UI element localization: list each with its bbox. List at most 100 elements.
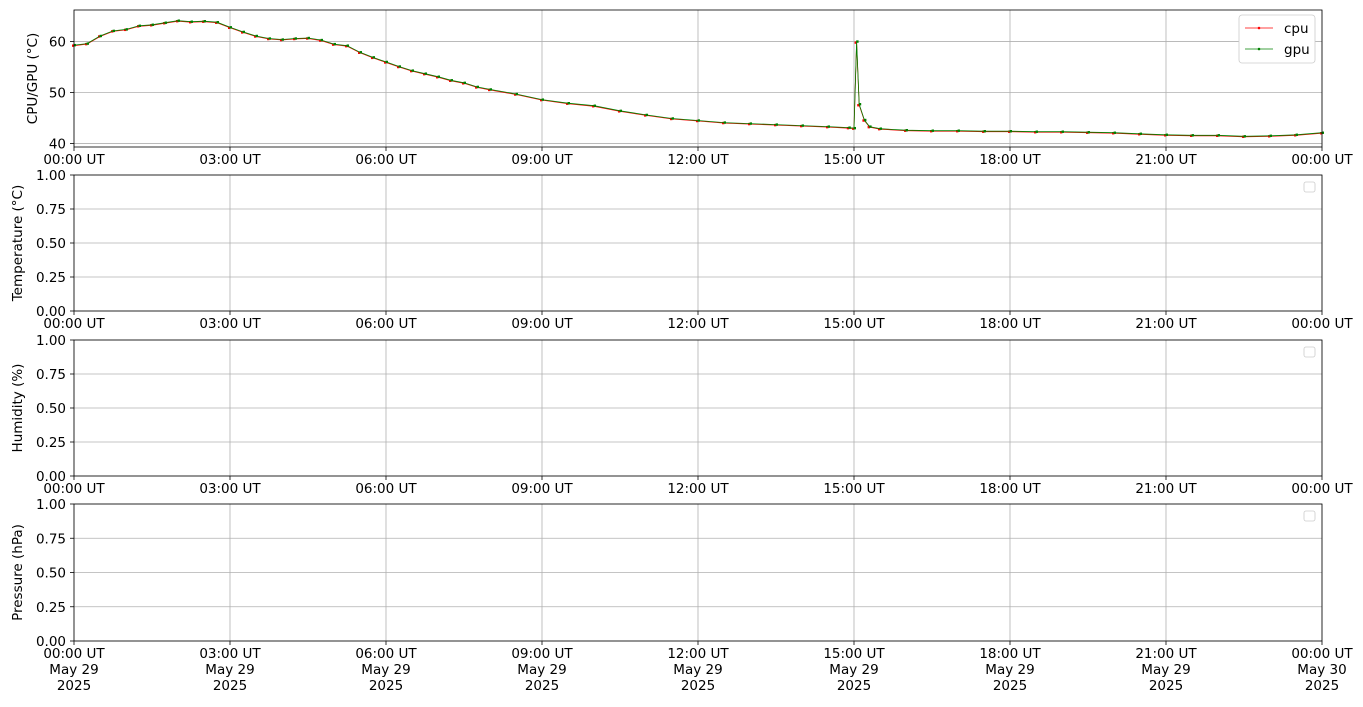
data-point-gpu bbox=[463, 81, 466, 85]
y-tick-label: 1.00 bbox=[36, 497, 66, 513]
data-point-gpu bbox=[957, 129, 960, 132]
panel-3: 00:00 UT 03:00 UT 06:00 UT 09:00 UT 12:00 UT… bbox=[10, 333, 1353, 497]
data-point-gpu bbox=[281, 38, 284, 41]
x-tick-label: 18:00 UT bbox=[979, 646, 1041, 662]
data-point-cpu bbox=[670, 117, 673, 121]
y-tick-label: 0.00 bbox=[36, 469, 66, 485]
x-tick-label: May 30 bbox=[1297, 662, 1346, 678]
data-point-cpu bbox=[475, 86, 478, 89]
data-point-gpu bbox=[99, 34, 102, 38]
data-point-cpu bbox=[371, 56, 374, 60]
data-point-cpu bbox=[592, 105, 595, 108]
data-point-gpu bbox=[411, 69, 414, 72]
y-tick-label: 1.00 bbox=[36, 333, 66, 349]
x-tick-label: 2025 bbox=[213, 678, 247, 694]
data-point-cpu bbox=[462, 82, 465, 85]
data-point-cpu bbox=[488, 88, 491, 92]
x-tick-label: 12:00 UT bbox=[667, 316, 729, 332]
data-point-gpu bbox=[1191, 134, 1194, 137]
x-tick-label: 2025 bbox=[369, 678, 403, 694]
data-point-cpu bbox=[774, 123, 777, 127]
y-axis-label: Pressure (hPa) bbox=[10, 524, 26, 621]
data-point-cpu bbox=[1242, 135, 1245, 139]
x-tick-label: 09:00 UT bbox=[511, 316, 573, 332]
data-point-gpu bbox=[203, 20, 206, 23]
data-point-gpu bbox=[164, 21, 167, 24]
plot-frame bbox=[73, 339, 1323, 477]
x-tick-label: 21:00 UT bbox=[1135, 152, 1197, 168]
data-point-cpu bbox=[410, 69, 413, 73]
data-point-gpu bbox=[1139, 132, 1142, 135]
x-tick-label: May 29 bbox=[673, 662, 722, 678]
y-tick-label: 0.50 bbox=[36, 401, 66, 417]
x-tick-label: May 29 bbox=[829, 662, 878, 678]
data-point-gpu bbox=[476, 85, 479, 89]
x-tick-label: May 29 bbox=[205, 662, 254, 678]
data-point-gpu bbox=[177, 19, 180, 22]
y-tick-label: 0.75 bbox=[36, 531, 66, 547]
x-tick-label: 2025 bbox=[993, 678, 1027, 694]
x-tick-label: 03:00 UT bbox=[199, 481, 261, 497]
x-tick-label: May 29 bbox=[1141, 662, 1190, 678]
data-point-gpu bbox=[697, 119, 700, 122]
data-point-cpu bbox=[867, 125, 870, 129]
data-point-cpu bbox=[397, 65, 400, 69]
y-tick-label: 0.50 bbox=[36, 566, 66, 582]
data-point-cpu bbox=[1138, 133, 1141, 136]
data-point-gpu bbox=[567, 102, 570, 105]
data-point-gpu bbox=[864, 118, 867, 122]
data-point-gpu bbox=[1035, 130, 1038, 133]
data-point-gpu bbox=[619, 109, 622, 113]
y-tick-label: 0.75 bbox=[36, 202, 66, 218]
x-tick-label: 06:00 UT bbox=[355, 646, 417, 662]
data-point-cpu bbox=[345, 44, 348, 48]
legend-label-gpu: gpu bbox=[1284, 42, 1310, 58]
data-point-gpu bbox=[86, 42, 89, 45]
data-point-gpu bbox=[749, 122, 752, 125]
x-tick-label: 06:00 UT bbox=[355, 316, 417, 332]
data-point-gpu bbox=[1295, 133, 1298, 136]
data-point-cpu bbox=[358, 51, 361, 54]
x-tick-label: 15:00 UT bbox=[823, 152, 885, 168]
data-point-cpu bbox=[854, 41, 857, 44]
data-point-cpu bbox=[862, 119, 865, 122]
data-point-cpu bbox=[846, 126, 850, 130]
plot-frame bbox=[73, 9, 1323, 148]
data-point-gpu bbox=[905, 128, 908, 132]
data-point-gpu bbox=[151, 23, 154, 26]
x-tick-label: May 29 bbox=[985, 662, 1034, 678]
x-tick-label: 21:00 UT bbox=[1135, 481, 1197, 497]
data-point-gpu bbox=[268, 37, 271, 40]
data-point-cpu bbox=[930, 130, 933, 133]
data-point-gpu bbox=[73, 43, 76, 47]
data-point-cpu bbox=[1034, 131, 1037, 134]
data-point-cpu bbox=[857, 104, 860, 107]
data-point-cpu bbox=[267, 37, 270, 41]
data-point-cpu bbox=[1216, 134, 1219, 137]
x-tick-label: 03:00 UT bbox=[199, 152, 261, 168]
data-point-cpu bbox=[423, 72, 426, 76]
x-tick-label: 18:00 UT bbox=[979, 481, 1041, 497]
x-tick-label: 18:00 UT bbox=[979, 316, 1041, 332]
data-point-gpu bbox=[515, 92, 518, 96]
legend-label-cpu: cpu bbox=[1284, 21, 1309, 37]
legend-box bbox=[1238, 14, 1316, 64]
data-point-gpu bbox=[333, 42, 336, 46]
x-tick-label: May 29 bbox=[517, 662, 566, 678]
x-tick-label: 2025 bbox=[681, 678, 715, 694]
x-tick-label: 2025 bbox=[837, 678, 871, 694]
data-point-gpu bbox=[931, 129, 934, 132]
x-tick-label: 00:00 UT bbox=[1291, 152, 1353, 168]
legend-marker-cpu bbox=[1257, 26, 1261, 30]
data-point-cpu bbox=[1008, 130, 1011, 133]
legend: cpu gpu bbox=[1238, 14, 1316, 64]
data-point-cpu bbox=[332, 43, 335, 46]
data-point-gpu bbox=[983, 130, 986, 133]
data-point-cpu bbox=[85, 42, 88, 46]
x-tick-label: 06:00 UT bbox=[355, 481, 417, 497]
data-point-gpu bbox=[775, 123, 778, 126]
data-point-cpu bbox=[215, 21, 218, 24]
data-point-cpu bbox=[306, 37, 309, 40]
